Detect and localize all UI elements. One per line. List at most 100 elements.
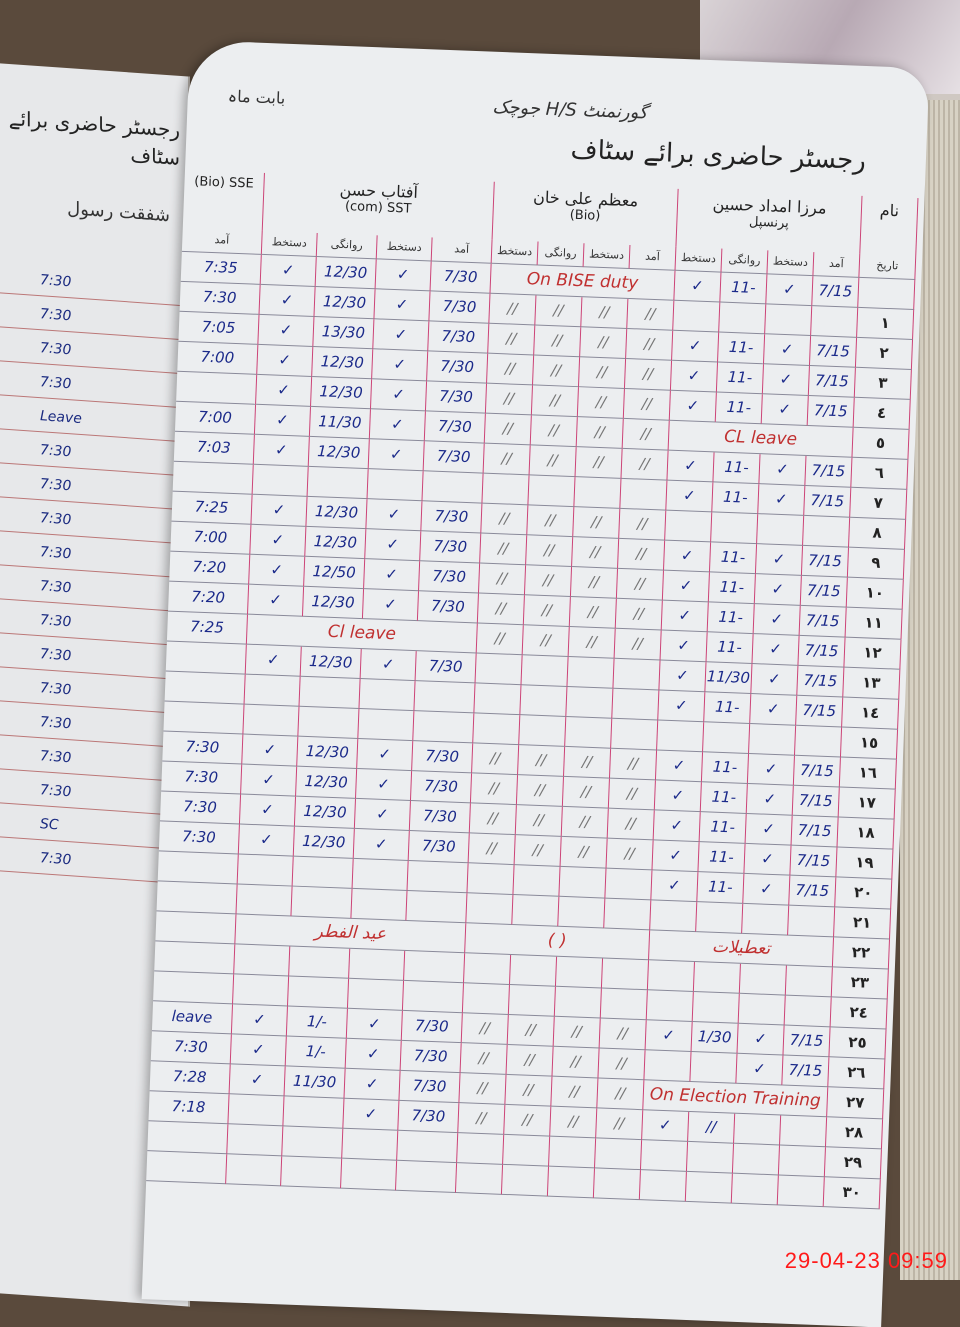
aftab-signature: ✓ [373, 319, 430, 352]
muazzam-ditto-mark: // [577, 387, 625, 419]
muazzam-ditto-mark: // [483, 443, 531, 476]
teacher4-arrival-time [153, 971, 235, 1005]
aftab-header: آفتاب حسن (com) SST [262, 172, 495, 240]
date-number: ١٠ [846, 577, 904, 610]
muazzam-ditto-mark [566, 686, 614, 719]
aftab-departure-time [292, 856, 354, 889]
teacher4-arrival-time: 7:03 [173, 431, 255, 465]
muazzam-ditto-mark [474, 683, 522, 716]
aftab-arrival-time: 7/30 [428, 321, 490, 354]
mirza-signature [644, 1050, 692, 1082]
muazzam-ditto-mark [605, 868, 653, 901]
mirza-signature: ✓ [743, 873, 791, 906]
mirza-arrival-time: 7/15 [801, 545, 849, 578]
muazzam-ditto-mark [466, 893, 514, 926]
aftab-signature: ✓ [372, 349, 429, 382]
mirza-departure-time: 11- [715, 392, 763, 425]
aftab-subject: (com) SST [344, 199, 412, 217]
muazzam-ditto-mark: // [598, 1048, 646, 1081]
teacher4-arrival-time: 7:30 [161, 761, 243, 795]
aftab-signature: ✓ [259, 284, 316, 317]
muazzam-ditto-mark [567, 656, 615, 689]
aftab-arrival-time: 7/30 [408, 831, 470, 864]
school-name: گورنمنٹ H/S جوچک [492, 96, 648, 124]
aftab-signature: ✓ [365, 529, 422, 562]
teacher4-arrival-time: 7:20 [169, 551, 251, 585]
aftab-arrival-time: 7/30 [430, 261, 492, 294]
date-number: ٨ [848, 517, 907, 550]
mirza-signature: ✓ [746, 783, 794, 816]
date-number: ٢٠ [835, 877, 893, 910]
teacher4-arrival-time [165, 641, 247, 675]
mirza-departure-time: 1/30 [691, 1022, 739, 1054]
muazzam-ditto-mark [611, 718, 659, 751]
left-page-staff-name: شفقت رسول [67, 198, 170, 227]
date-number: ٢ [855, 337, 914, 370]
muazzam-ditto-mark [520, 685, 568, 717]
aftab-signature: ✓ [253, 434, 310, 467]
muazzam-ditto-mark: // [568, 627, 616, 659]
muazzam-ditto-mark [509, 955, 558, 987]
muazzam-ditto-mark: // [570, 567, 619, 599]
mirza-arrival-time: 7/15 [804, 485, 852, 518]
aftab-departure-time: 12/30 [293, 826, 355, 859]
mirza-arrival-time: 7/15 [807, 396, 855, 428]
teacher4-arrival-time [157, 851, 239, 885]
date-number: ١٢ [844, 637, 902, 670]
teacher4-arrival-time [164, 671, 246, 705]
aftab-departure-time: 12/30 [312, 346, 374, 380]
date-number: ٢٢ [832, 937, 890, 970]
mirza-arrival-time: 7/15 [800, 575, 848, 608]
aftab-departure-time [289, 946, 351, 979]
muazzam-ditto-mark [467, 863, 515, 896]
date-number: ٦ [851, 457, 909, 490]
mirza-departure-time: 11- [707, 602, 755, 635]
muazzam-ditto-mark [594, 1138, 643, 1171]
teacher4-arrival-time [155, 911, 237, 945]
muazzam-name: معظم علی خان [532, 187, 639, 211]
date-number: ١٨ [837, 817, 895, 850]
muazzam-ditto-mark: // [572, 537, 620, 569]
muazzam-ditto-mark: // [476, 623, 524, 656]
mirza-arrival-time: 7/15 [783, 1025, 831, 1058]
muazzam-ditto-mark: // [580, 327, 628, 359]
mirza-signature [749, 724, 797, 756]
aftab-signature [236, 884, 293, 917]
muazzam-ditto-mark [508, 984, 556, 1017]
muazzam-ditto-mark: // [529, 445, 577, 478]
muazzam-ditto-mark: // [581, 297, 629, 329]
mirza-signature: ✓ [766, 274, 814, 307]
aftab-signature: ✓ [357, 738, 414, 772]
aftab-arrival-time [413, 711, 475, 744]
teacher4-arrival-time: 7:30 [159, 791, 242, 825]
muazzam-ditto-mark: // [515, 805, 563, 837]
aftab-arrival-time [404, 950, 466, 984]
mirza-arrival-time [777, 1175, 825, 1208]
date-number: ١٤ [842, 697, 900, 730]
aftab-out-label: روانگی [316, 233, 378, 260]
muazzam-ditto-mark: // [472, 743, 520, 776]
mirza-signature: ✓ [661, 600, 709, 633]
muazzam-header: معظم علی خان (Bio) [492, 181, 679, 247]
muazzam-ditto-mark [600, 988, 648, 1021]
aftab-signature [237, 854, 294, 887]
mirza-signature: ✓ [653, 810, 701, 843]
aftab-signature: ✓ [374, 289, 431, 322]
muazzam-ditto-mark: // [575, 447, 623, 479]
mirza-signature: ✓ [663, 540, 712, 573]
attendance-grid: (Bio) SSE آفتاب حسن (com) SST معظم علی خا… [146, 169, 919, 1210]
muazzam-ditto-mark [547, 1166, 595, 1199]
aftab-departure-time [291, 886, 353, 919]
muazzam-ditto-mark [513, 865, 561, 897]
muazzam-ditto-mark: // [576, 417, 624, 449]
mirza-departure-time: 11- [712, 482, 760, 515]
aftab-arrival-time [414, 681, 476, 714]
aftab-departure-time [299, 676, 361, 709]
mirza-signature: ✓ [669, 390, 717, 423]
aftab-arrival-time [406, 890, 468, 924]
mirza-departure-time: 11- [700, 782, 748, 814]
teacher4-arrival-time: 7:25 [171, 491, 253, 525]
muazzam-ditto-mark: // [606, 838, 654, 871]
muazzam-ditto-mark [593, 1168, 641, 1201]
aftab-arrival-time: 7/30 [409, 801, 471, 834]
